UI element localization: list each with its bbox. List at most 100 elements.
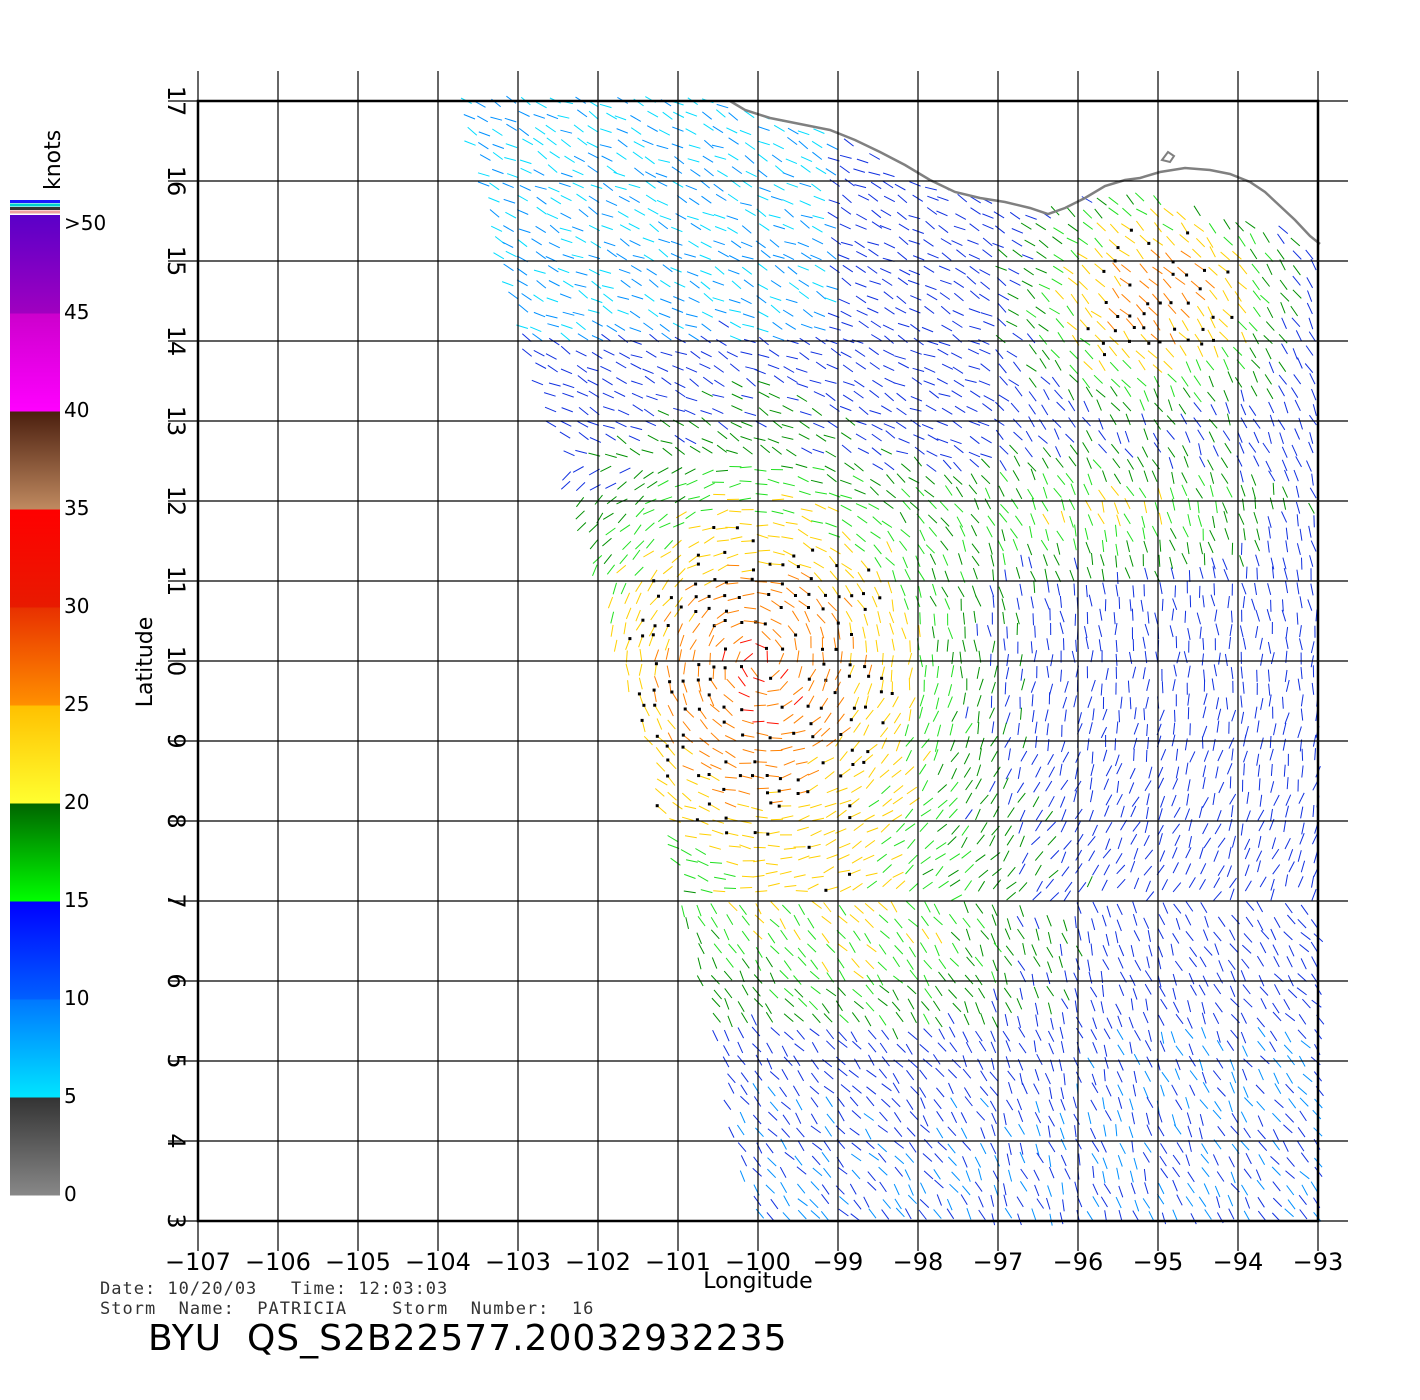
wind-vector (1216, 1040, 1224, 1051)
wind-vector (756, 591, 769, 595)
wind-vector (1175, 748, 1179, 761)
wind-vector (1273, 1072, 1280, 1085)
wind-vector (629, 327, 642, 333)
wind-vector (786, 448, 797, 457)
wind-vector (1293, 469, 1299, 482)
wind-vector (966, 1208, 972, 1220)
wind-vector (936, 639, 939, 652)
wind-vector (782, 172, 795, 178)
wind-vector (1310, 583, 1314, 596)
wind-vector (1259, 794, 1263, 807)
wind-vector (983, 321, 995, 327)
wind-vector (1143, 428, 1149, 441)
wind-vector (815, 546, 827, 553)
wind-vector (1078, 1153, 1081, 1166)
wind-vector (977, 722, 980, 735)
wind-vector (713, 365, 724, 373)
wind-vector (783, 988, 794, 997)
wind-vector (920, 1124, 930, 1133)
wind-vector (1121, 293, 1131, 303)
wind-vector (837, 943, 848, 952)
wind-vector (686, 271, 699, 277)
wind-vector (614, 115, 627, 121)
wind-vector (1144, 623, 1150, 636)
wind-vector (857, 515, 868, 524)
wind-vector (982, 237, 993, 247)
wind-vector (856, 533, 866, 543)
wind-vector (1193, 205, 1201, 217)
wind-vector (855, 265, 866, 274)
rain-flag-marker (1128, 283, 1132, 287)
wind-vector (688, 240, 699, 248)
rain-flag-marker (670, 690, 674, 694)
wind-vector (634, 209, 646, 216)
wind-vector (903, 598, 909, 610)
wind-vector (1134, 192, 1145, 202)
wind-vector (898, 438, 910, 444)
wind-vector (740, 297, 752, 305)
wind-vector (766, 1058, 773, 1070)
wind-vector (1258, 778, 1261, 791)
wind-vector (1045, 528, 1050, 541)
rain-flag-marker (713, 578, 717, 582)
wind-vector (910, 323, 921, 332)
wind-vector (1123, 330, 1130, 342)
wind-vector (647, 580, 655, 592)
rain-flag-marker (653, 624, 657, 628)
wind-vector (1301, 748, 1304, 761)
wind-vector (1098, 360, 1106, 372)
legend-band-45-50 (10, 215, 60, 314)
rain-flag-marker (735, 526, 739, 530)
wind-vector (543, 392, 556, 397)
wind-vector (979, 1086, 989, 1097)
wind-vector (1160, 795, 1166, 808)
wind-vector (709, 703, 720, 713)
wind-vector (991, 681, 996, 694)
wind-vector (1198, 1196, 1207, 1207)
wind-vector (980, 1097, 989, 1108)
wind-vector (1273, 973, 1284, 983)
wind-vector (881, 666, 885, 679)
wind-vector (1218, 264, 1229, 273)
wind-vector (863, 613, 869, 626)
product-identifier: BYU QS_S2B22577.20032932235 (148, 1318, 788, 1359)
wind-vector (1157, 945, 1164, 958)
wind-vector (948, 797, 958, 807)
wind-vector (772, 254, 785, 259)
wind-vector (783, 847, 796, 850)
wind-vector (812, 467, 825, 471)
wind-vector (1016, 1196, 1024, 1208)
wind-vector (1223, 390, 1229, 402)
wind-vector (1167, 447, 1176, 458)
wind-vector (896, 450, 909, 455)
wind-vector (825, 450, 837, 458)
wind-vector (675, 351, 688, 355)
wind-vector (767, 364, 780, 370)
wind-vector (1033, 650, 1038, 663)
wind-vector (1069, 364, 1079, 375)
wind-vector (1282, 599, 1284, 612)
wind-vector (924, 840, 935, 850)
wind-vector (1005, 667, 1010, 680)
wind-vector (770, 818, 783, 821)
wind-vector (854, 240, 865, 249)
wind-vector (765, 1011, 774, 1023)
wind-vector (904, 724, 909, 737)
wind-vector (767, 791, 780, 794)
wind-vector (675, 213, 687, 220)
wind-vector (798, 855, 810, 861)
wind-vector (1186, 542, 1190, 555)
rain-flag-marker (848, 872, 851, 876)
wind-vector (1056, 530, 1064, 542)
wind-vector (635, 592, 642, 604)
wind-vector (906, 786, 918, 795)
wind-vector (742, 719, 754, 725)
wind-vector (1001, 529, 1006, 542)
wind-vector (712, 666, 715, 680)
wind-vector (798, 804, 811, 808)
wind-vector (1075, 863, 1083, 874)
wind-vector (793, 914, 801, 926)
wind-vector (1169, 487, 1175, 500)
wind-vector (1188, 570, 1191, 583)
